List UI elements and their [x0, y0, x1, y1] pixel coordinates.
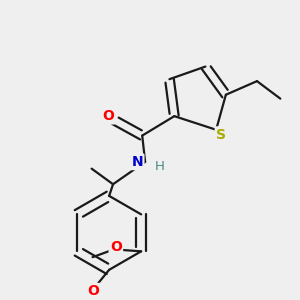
Text: S: S: [216, 128, 226, 142]
Text: O: O: [102, 109, 114, 123]
Text: H: H: [155, 160, 165, 173]
Text: O: O: [88, 284, 100, 298]
Text: O: O: [110, 240, 122, 254]
Text: N: N: [131, 155, 143, 169]
